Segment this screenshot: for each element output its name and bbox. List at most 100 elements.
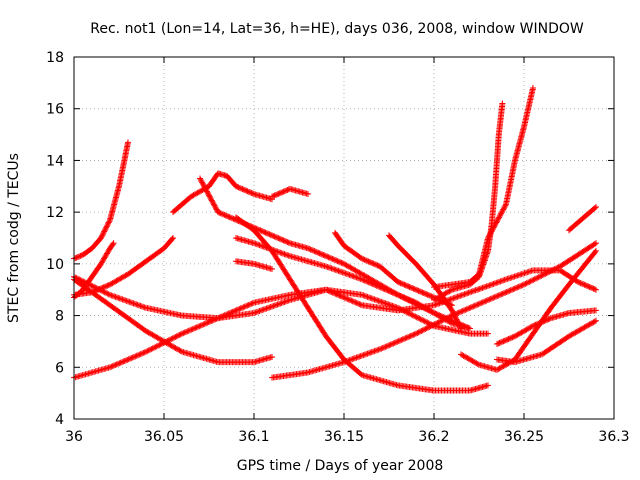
data-point [169,335,176,342]
data-point [436,312,443,319]
data-point [123,357,129,364]
data-point [357,301,364,308]
data-point [153,343,160,350]
data-point [283,187,290,194]
data-point [433,311,440,318]
data-point [83,279,89,286]
data-point [91,283,97,290]
series-arc-9 [269,185,311,200]
data-point [453,316,460,323]
data-point [514,331,521,338]
data-point [233,183,239,190]
data-point [452,315,459,322]
data-point [159,340,165,347]
data-point [333,257,340,264]
data-point [586,283,593,290]
data-point [84,280,91,287]
data-point [238,185,245,192]
data-point [491,222,498,229]
data-point [350,266,356,273]
data-point [408,298,415,305]
data-point [136,351,143,358]
data-point [191,325,197,332]
data-point [424,291,431,298]
data-point [427,323,434,330]
data-point [430,321,437,328]
data-point [203,320,209,327]
data-point [486,296,493,303]
data-point [243,187,250,194]
data-point [402,335,409,342]
data-point [427,292,434,299]
data-point [352,267,359,274]
data-point [100,288,107,295]
data-point [385,287,392,294]
data-point [413,286,419,293]
data-point [175,332,181,339]
y-tick-label: 12 [46,205,64,221]
data-point [454,317,461,324]
data-point [593,247,599,254]
data-point [383,343,390,350]
data-point [96,286,103,293]
data-point [515,283,522,290]
data-point [577,280,584,287]
data-point [517,330,524,337]
data-point [470,303,477,310]
data-point [375,283,381,290]
data-point [369,260,376,267]
data-point [580,281,587,288]
data-point [187,327,193,334]
data-point [428,293,435,300]
data-point [529,277,535,284]
data-point [267,231,274,238]
data-point [249,190,256,197]
data-point [76,253,83,260]
data-point [371,261,378,268]
data-point [111,362,117,369]
data-point [279,236,286,243]
data-point [423,325,430,332]
y-tick-label: 6 [55,360,64,376]
data-point [206,192,212,199]
data-point [234,183,241,190]
data-point [351,266,358,273]
data-point [461,307,467,314]
data-point [545,316,552,323]
data-point [499,363,506,370]
data-point [103,224,110,231]
data-point [591,318,598,325]
data-point [191,191,198,198]
data-point [452,313,459,320]
data-point [446,313,453,320]
data-point [531,322,538,329]
data-point [141,349,148,356]
data-point [464,324,471,331]
data-point [221,312,228,319]
data-point [497,364,504,371]
data-point [477,300,483,307]
data-point [487,295,494,302]
data-point [550,266,557,273]
data-point [179,330,185,337]
data-point [199,322,205,329]
data-point [228,309,235,316]
data-point [467,304,474,311]
data-point [407,297,413,304]
data-point [104,290,111,297]
data-point [429,322,435,329]
data-point [495,340,502,347]
data-point [261,229,268,236]
data-point [393,291,400,298]
data-point [459,307,466,314]
data-point [276,190,283,197]
data-point [585,322,592,329]
data-point [395,291,401,298]
data-point [168,336,175,343]
data-point [344,263,351,270]
data-point [411,331,418,338]
data-point [519,282,526,289]
data-point [497,211,504,218]
data-point [332,256,338,263]
data-point [155,335,162,342]
